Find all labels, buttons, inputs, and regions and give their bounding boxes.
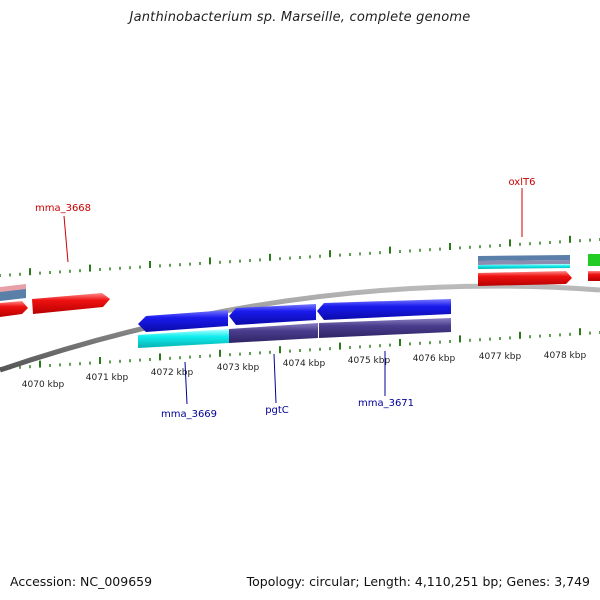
gene-label-mma-3668[interactable]: mma_3668: [35, 203, 91, 214]
scale-label: 4076 kbp: [413, 354, 456, 364]
scale-label: 4074 kbp: [283, 359, 326, 369]
forward-cds-left: [0, 284, 110, 317]
cds-arrow: [0, 301, 28, 317]
gene-label-pgtc[interactable]: pgtC: [265, 405, 289, 416]
cds-arrow: [138, 310, 228, 332]
scale-label: 4075 kbp: [348, 356, 391, 366]
scale-labels: 4070 kbp 4071 kbp 4072 kbp 4073 kbp 4074 kbp…: [22, 351, 587, 390]
forward-cds-right: [478, 254, 600, 286]
cds-arrow: [32, 293, 110, 314]
cds-arrow: [478, 271, 572, 286]
scale-label: 4078 kbp: [544, 351, 587, 361]
cds-arrow: [138, 329, 229, 348]
cds-arrow: [229, 323, 318, 343]
label-leaders: [63, 188, 523, 405]
cds-arrow: [588, 254, 600, 266]
scale-label: 4077 kbp: [479, 352, 522, 362]
map-title: Janthinobacterium sp. Marseille, complet…: [129, 10, 471, 25]
outer-tick-ring: [0, 235, 600, 277]
cds-arrow: [0, 289, 26, 301]
cds-arrow: [319, 318, 451, 338]
gene-label-mma-3671[interactable]: mma_3671: [358, 398, 414, 409]
cds-arrow: [478, 255, 570, 261]
scale-label: 4072 kbp: [151, 368, 194, 378]
reverse-cds: [138, 299, 451, 348]
accession-text: Accession: NC_009659: [10, 574, 153, 589]
genome-backbone: [0, 283, 600, 373]
cds-arrow: [478, 264, 570, 269]
cds-arrow: [229, 304, 316, 325]
cds-arrow: [317, 299, 451, 320]
cds-arrow: [588, 271, 600, 281]
scale-label: 4073 kbp: [217, 363, 260, 373]
gene-label-mma-3669[interactable]: mma_3669: [161, 409, 217, 420]
genome-stats-text: Topology: circular; Length: 4,110,251 bp…: [246, 574, 590, 589]
cds-arrow: [478, 260, 570, 265]
inner-tick-ring: [0, 328, 600, 370]
scale-label: 4070 kbp: [22, 380, 65, 390]
gene-label-oxlt6[interactable]: oxlT6: [509, 177, 536, 188]
scale-label: 4071 kbp: [86, 373, 129, 383]
